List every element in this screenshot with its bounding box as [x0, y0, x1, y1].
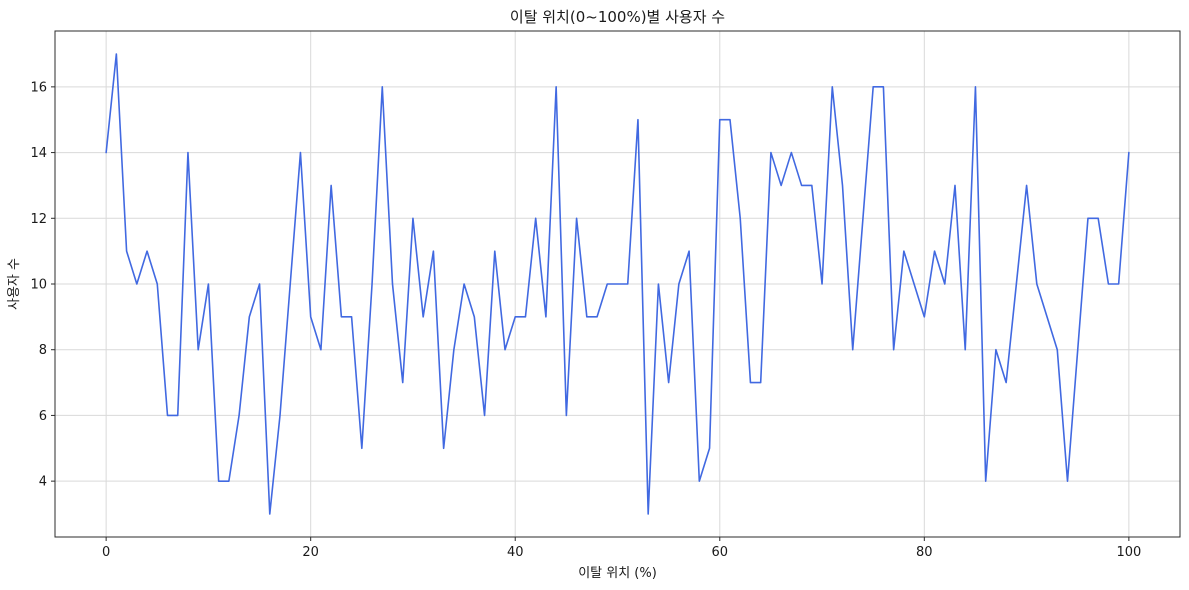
x-tick-label: 100: [1116, 545, 1141, 560]
series-layer: [105, 53, 1130, 515]
x-tick-label: 60: [711, 545, 728, 560]
x-tick-label: 20: [302, 545, 319, 560]
x-tick-label: 0: [102, 545, 110, 560]
x-tick-label: 80: [916, 545, 933, 560]
x-tick-label: 40: [507, 545, 524, 560]
y-tick-label: 10: [30, 278, 47, 293]
y-tick-label: 8: [39, 343, 47, 358]
y-tick-label: 12: [30, 212, 47, 227]
y-axis-label: 사용자 수: [7, 258, 22, 310]
y-tick-label: 14: [30, 146, 47, 161]
y-tick-label: 4: [39, 475, 47, 490]
tick-layer: 0 20 40 60 80 100 4 6 8 10 12 14 16: [30, 80, 1141, 560]
y-tick-label: 6: [39, 409, 47, 424]
y-tick-label: 16: [30, 80, 47, 95]
x-axis-label: 이탈 위치 (%): [578, 566, 657, 581]
data-series-line: [105, 53, 1130, 515]
chart-title: 이탈 위치(0~100%)별 사용자 수: [510, 8, 725, 26]
